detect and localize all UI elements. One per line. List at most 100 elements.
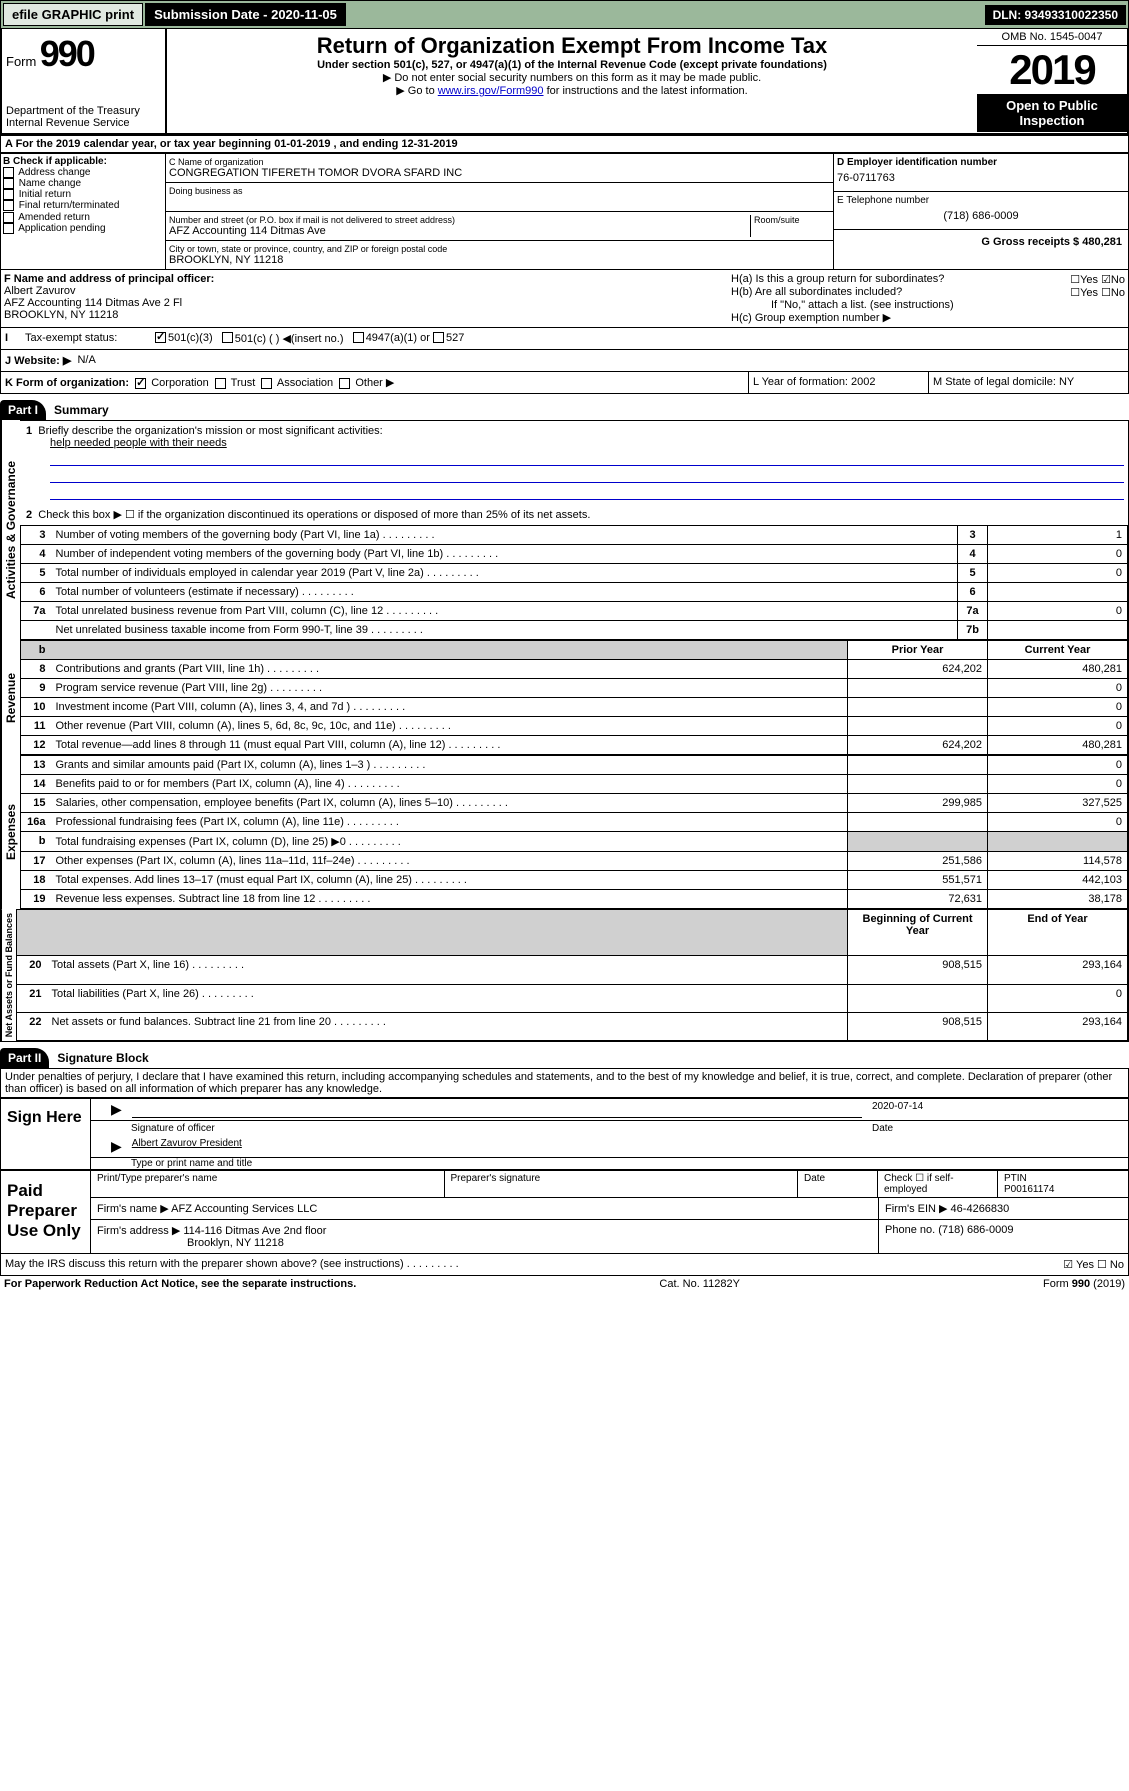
top-toolbar: efile GRAPHIC print Submission Date - 20…: [0, 0, 1129, 29]
checkbox-item: Name change: [3, 178, 163, 189]
ha-label: H(a) Is this a group return for subordin…: [731, 273, 944, 286]
net-vert-label: Net Assets or Fund Balances: [1, 909, 16, 1041]
phone-label: E Telephone number: [837, 195, 1125, 206]
checkbox[interactable]: [3, 167, 14, 178]
firm-name-label: Firm's name ▶: [97, 1203, 169, 1215]
table-row: 17Other expenses (Part IX, column (A), l…: [21, 852, 1128, 871]
hb-label: H(b) Are all subordinates included?: [731, 286, 902, 299]
officer-addr2: BROOKLYN, NY 11218: [4, 309, 725, 321]
efile-button[interactable]: efile GRAPHIC print: [3, 3, 143, 26]
opt-4947: 4947(a)(1) or: [366, 332, 430, 345]
checkbox[interactable]: [339, 378, 350, 389]
discuss-text: May the IRS discuss this return with the…: [5, 1258, 404, 1270]
checkbox-item: Final return/terminated: [3, 200, 163, 211]
rev-vert-label: Revenue: [1, 640, 20, 755]
city-label: City or town, state or province, country…: [169, 244, 830, 254]
part2-title: Signature Block: [49, 1048, 156, 1069]
table-row: 5Total number of individuals employed in…: [21, 564, 1128, 583]
h-note: If "No," attach a list. (see instruction…: [731, 299, 1125, 311]
website-label: J Website: ▶: [5, 354, 71, 367]
501c3-checkbox[interactable]: [155, 332, 166, 343]
governance-section: Activities & Governance 1 Briefly descri…: [0, 420, 1129, 640]
q2-text: Check this box ▶ ☐ if the organization d…: [38, 509, 590, 521]
table-row: 11Other revenue (Part VIII, column (A), …: [21, 717, 1128, 736]
checkbox[interactable]: [3, 200, 14, 211]
checkbox[interactable]: [261, 378, 272, 389]
officer-name: Albert Zavurov: [4, 285, 725, 297]
table-row: 7aTotal unrelated business revenue from …: [21, 602, 1128, 621]
table-row: 15Salaries, other compensation, employee…: [21, 794, 1128, 813]
street-address: AFZ Accounting 114 Ditmas Ave: [169, 225, 750, 237]
checkbox[interactable]: [3, 212, 14, 223]
opt-527: 527: [446, 332, 464, 345]
checkbox-item: Amended return: [3, 212, 163, 223]
submission-date: Submission Date - 2020-11-05: [145, 3, 346, 26]
table-row: 8Contributions and grants (Part VIII, li…: [21, 660, 1128, 679]
part1-header: Part I: [0, 400, 46, 420]
prep-date-label: Date: [798, 1171, 878, 1197]
line-klm: K Form of organization: Corporation Trus…: [0, 372, 1129, 394]
tax-year: 2019: [977, 46, 1127, 94]
form-org-label: K Form of organization:: [5, 377, 129, 389]
revenue-section: Revenue bPrior YearCurrent Year8Contribu…: [0, 640, 1129, 755]
mission-text: help needed people with their needs: [50, 437, 1124, 449]
sign-here-label: Sign Here: [1, 1099, 91, 1169]
firm-addr1: 114-116 Ditmas Ave 2nd floor: [183, 1225, 326, 1237]
gross-receipts: G Gross receipts $ 480,281: [834, 230, 1128, 254]
discuss-row: May the IRS discuss this return with the…: [0, 1254, 1129, 1276]
checkbox[interactable]: [215, 378, 226, 389]
checkbox[interactable]: [3, 223, 14, 234]
checkbox-item: Initial return: [3, 189, 163, 200]
table-row: 6Total number of volunteers (estimate if…: [21, 583, 1128, 602]
irs-link[interactable]: www.irs.gov/Form990: [438, 85, 544, 97]
checkbox[interactable]: [135, 378, 146, 389]
discuss-answer: ☑ Yes ☐ No: [1063, 1258, 1124, 1271]
table-row: 22Net assets or fund balances. Subtract …: [17, 1012, 1128, 1040]
officer-addr1: AFZ Accounting 114 Ditmas Ave 2 Fl: [4, 297, 725, 309]
dba-label: Doing business as: [169, 186, 830, 196]
sig-date: 2020-07-14: [872, 1101, 923, 1112]
box-b-title: B Check if applicable:: [3, 156, 163, 167]
sig-officer-label: Signature of officer: [131, 1123, 872, 1134]
527-checkbox[interactable]: [433, 332, 444, 343]
paid-preparer-section: Paid Preparer Use Only Print/Type prepar…: [0, 1170, 1129, 1254]
self-employed-check: Check ☐ if self-employed: [878, 1171, 998, 1197]
arrow-icon: ▶: [111, 1101, 122, 1118]
room-suite-label: Room/suite: [750, 215, 830, 237]
checkbox[interactable]: [3, 178, 14, 189]
firm-phone: Phone no. (718) 686-0009: [878, 1220, 1128, 1253]
prep-name-label: Print/Type preparer's name: [91, 1171, 445, 1197]
hb-answer: ☐Yes ☐No: [1070, 286, 1125, 299]
goto-prefix: ▶ Go to: [396, 85, 437, 97]
perjury-text: Under penalties of perjury, I declare th…: [0, 1068, 1129, 1098]
table-row: 21Total liabilities (Part X, line 26)0: [17, 984, 1128, 1012]
arrow-icon: ▶: [111, 1138, 122, 1155]
table-row: bTotal fundraising expenses (Part IX, co…: [21, 832, 1128, 852]
checkbox[interactable]: [3, 189, 14, 200]
form-word: Form: [6, 54, 36, 69]
501c-checkbox[interactable]: [222, 332, 233, 343]
main-title: Return of Organization Exempt From Incom…: [171, 33, 973, 59]
open-public: Open to Public Inspection: [977, 94, 1127, 132]
phone-value: (718) 686-0009: [837, 206, 1125, 226]
ha-answer: ☐Yes ☑No: [1070, 273, 1125, 286]
line-j: J Website: ▶ N/A: [0, 350, 1129, 372]
org-name-label: C Name of organization: [169, 157, 830, 167]
table-row: 13Grants and similar amounts paid (Part …: [21, 756, 1128, 775]
line-i: I Tax-exempt status: 501(c)(3) 501(c) ( …: [0, 328, 1129, 350]
table-row: 20Total assets (Part X, line 16)908,5152…: [17, 956, 1128, 984]
officer-printed-name: Albert Zavurov President: [132, 1138, 242, 1149]
warning-ssn: ▶ Do not enter social security numbers o…: [171, 71, 973, 84]
netassets-section: Net Assets or Fund Balances Beginning of…: [0, 909, 1129, 1042]
netassets-table: Beginning of Current YearEnd of Year20To…: [16, 909, 1128, 1041]
table-row: 4Number of independent voting members of…: [21, 545, 1128, 564]
firm-name: AFZ Accounting Services LLC: [171, 1203, 317, 1215]
part2-header: Part II: [0, 1048, 49, 1068]
omb-number: OMB No. 1545-0047: [977, 29, 1127, 46]
firm-ein: Firm's EIN ▶ 46-4266830: [878, 1198, 1128, 1219]
4947-checkbox[interactable]: [353, 332, 364, 343]
expenses-table: 13Grants and similar amounts paid (Part …: [20, 755, 1128, 909]
ptin-label: PTIN: [1004, 1173, 1027, 1184]
dept-treasury: Department of the Treasury: [6, 105, 161, 117]
table-row: 19Revenue less expenses. Subtract line 1…: [21, 890, 1128, 909]
